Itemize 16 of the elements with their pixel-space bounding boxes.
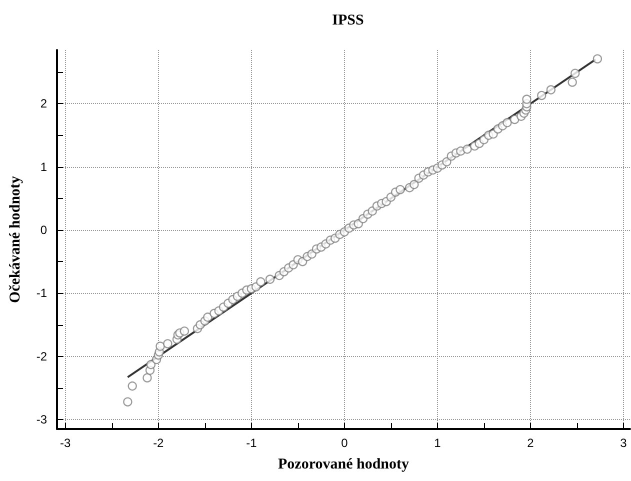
x-tick-label: -1 (246, 436, 258, 450)
y-tick-label: -3 (36, 412, 48, 427)
y-tick-label: 2 (40, 96, 48, 111)
y-tick-label: -1 (36, 286, 48, 300)
x-tick-label: 0 (341, 436, 348, 450)
y-tick-label: 0 (40, 223, 48, 238)
y-tick-label: -2 (36, 349, 48, 364)
chart-title: IPSS (332, 12, 364, 28)
x-tick-label: 1 (434, 436, 442, 450)
x-tick-label: 2 (527, 436, 534, 450)
x-axis-title: Pozorované hodnoty (278, 456, 410, 472)
x-tick-label: 3 (620, 436, 628, 450)
x-tick-label: -3 (60, 436, 72, 450)
x-tick-label: -2 (153, 436, 164, 450)
y-axis-title: Očekávané hodnoty (8, 175, 24, 304)
y-tick-label: 1 (40, 160, 48, 174)
